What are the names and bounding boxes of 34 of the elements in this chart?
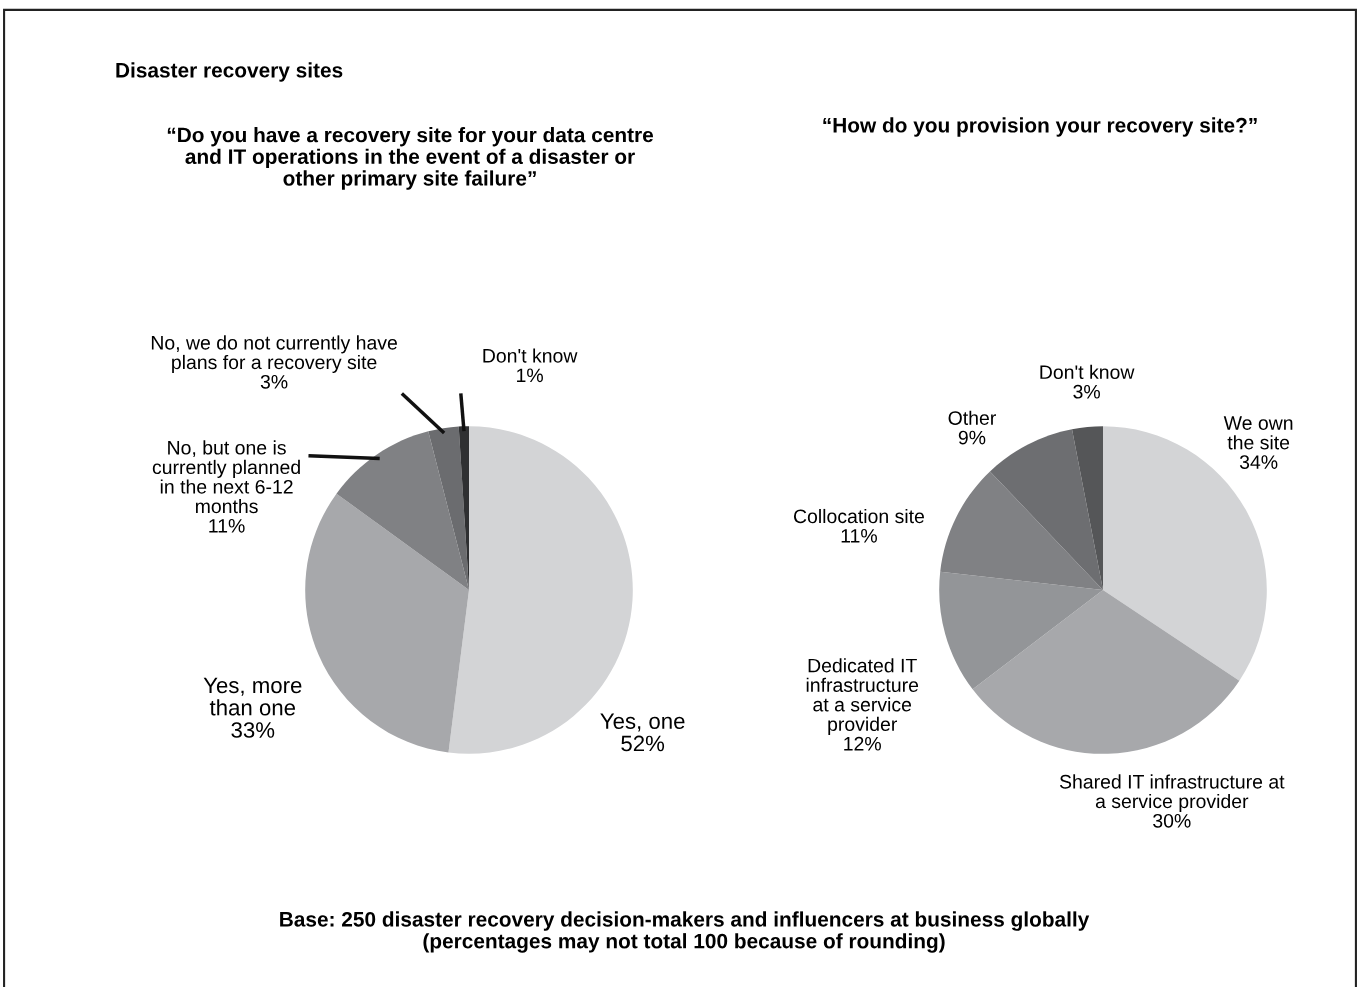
pie-slice: [940, 471, 1103, 590]
pie-slice: [336, 431, 469, 590]
data-label: 1%: [517, 368, 543, 383]
slice-label: Don't know: [1040, 364, 1135, 380]
slice-label: Collocation site: [793, 508, 924, 524]
data-label: 11%: [841, 529, 877, 543]
pie-slice: [972, 590, 1240, 754]
slice-label: Shared IT infrastructure at a service provider: [1059, 774, 1285, 813]
data-label: 30%: [1153, 813, 1191, 828]
slice-label: No, but one is currently planned in the next 6-12 months: [152, 440, 300, 514]
text: Base: 250 disaster recovery decision-makers and influencers at business globally (percentages may not total 100 because of rounding): [280, 911, 1090, 953]
data-label: 9%: [958, 430, 986, 445]
pie-slice: [305, 493, 469, 753]
slice-label: Don't know: [483, 348, 578, 363]
chart-subtitle: “Do you have a recovery site for your data centre and IT operations in the event of a disaster or other primary site failure”: [167, 127, 654, 190]
data-label: 33%: [231, 722, 275, 738]
data-label: 52%: [621, 735, 665, 752]
slice-label: No, we do not currently have plans for a recovery site: [151, 335, 397, 374]
chart-title: Disaster recovery sites: [116, 62, 343, 82]
slice-label: Dedicated IT infrastructure at a service provider: [806, 658, 919, 735]
pie-slice: [989, 429, 1103, 590]
chart-title: “How do you provision your recovery site?”: [823, 117, 1257, 137]
pie-slice: [428, 426, 469, 590]
data-label: 11%: [209, 519, 245, 533]
pie-slice: [1072, 426, 1103, 590]
data-label: 3%: [1073, 384, 1100, 399]
slice-label: Yes, one: [600, 713, 685, 732]
slice-label: Yes, more than one: [203, 677, 302, 716]
slice-label: We own the site: [1223, 416, 1293, 450]
data-label: 12%: [844, 736, 881, 751]
data-label: 34%: [1239, 455, 1278, 469]
slice-label: Other: [948, 410, 996, 425]
pie-slice: [939, 571, 1103, 690]
data-label: 3%: [260, 374, 288, 389]
